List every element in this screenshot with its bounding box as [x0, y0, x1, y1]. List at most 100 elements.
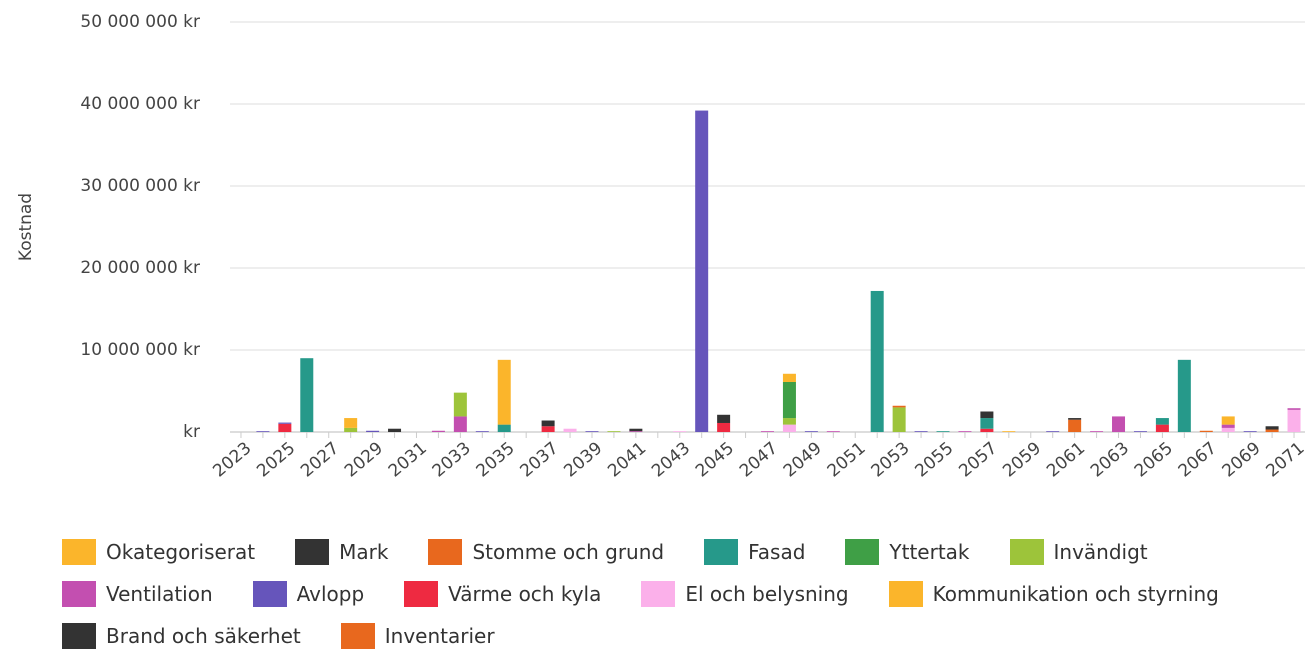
- bar-segment: [1112, 416, 1126, 432]
- bar-segment: [1221, 416, 1235, 425]
- bar-segment: [717, 422, 731, 432]
- x-tick-label: 2049: [780, 438, 826, 481]
- x-tick-label: 2051: [824, 438, 870, 481]
- bar-segment: [892, 405, 906, 408]
- bar-segment: [980, 418, 994, 429]
- bar-segment: [431, 430, 445, 432]
- legend-label: Avlopp: [296, 582, 365, 606]
- x-tick-label: 2071: [1262, 438, 1308, 481]
- bar-segment: [1046, 431, 1060, 432]
- bar-segment: [1265, 426, 1279, 430]
- legend-swatch: [62, 623, 96, 649]
- legend-item: El och belysning: [641, 580, 849, 608]
- legend-label: Invändigt: [1053, 540, 1148, 564]
- bar-segment: [1287, 408, 1301, 410]
- bar-segment: [629, 431, 643, 432]
- legend-swatch: [62, 581, 96, 607]
- legend-swatch: [340, 623, 375, 649]
- legend-swatch: [641, 581, 676, 607]
- legend-swatch: [704, 539, 739, 565]
- legend-label: Ventilation: [106, 582, 213, 606]
- x-tick-label: 2065: [1131, 438, 1177, 481]
- y-tick-label: kr: [183, 422, 200, 442]
- bar-segment: [1243, 431, 1257, 432]
- bar-segment: [1068, 419, 1082, 432]
- bar-segment: [1002, 431, 1016, 432]
- x-tick-label: 2057: [955, 438, 1001, 481]
- bar-segment: [629, 428, 643, 432]
- legend-swatch: [62, 539, 96, 565]
- legend-label: Okategoriserat: [106, 540, 256, 564]
- bar-segment: [1133, 431, 1147, 432]
- bar-segment: [256, 431, 270, 432]
- y-tick-label: 10 000 000 kr: [80, 340, 200, 360]
- x-tick-label: 2043: [648, 438, 694, 481]
- y-tick-label: 20 000 000 kr: [80, 258, 200, 278]
- bar-segment: [673, 431, 687, 432]
- x-tick-label: 2067: [1175, 438, 1221, 481]
- x-tick-label: 2045: [692, 438, 738, 481]
- legend-item: Okategoriserat: [62, 538, 255, 566]
- bar-segment: [475, 431, 489, 432]
- bar-segment: [870, 290, 884, 432]
- bar-segment: [300, 358, 314, 432]
- legend-label: Kommunikation och styrning: [932, 582, 1219, 606]
- bar-segment: [541, 426, 555, 432]
- bar-segment: [453, 392, 467, 417]
- bar-segment: [717, 414, 731, 423]
- x-tick-label: 2059: [999, 438, 1045, 481]
- legend-item: Mark: [295, 538, 388, 566]
- legend-item: Ventilation: [62, 580, 213, 608]
- bar-segment: [1221, 424, 1235, 428]
- bar-segment: [541, 420, 555, 427]
- bar-segment: [563, 428, 577, 432]
- y-axis-title: Kostnad: [16, 193, 36, 261]
- y-tick-label: 40 000 000 kr: [80, 94, 200, 114]
- bar-segment: [826, 431, 840, 432]
- legend-swatch: [428, 539, 463, 565]
- legend-label: Mark: [339, 540, 389, 564]
- y-tick-label: 50 000 000 kr: [80, 12, 200, 32]
- legend-label: Stomme och grund: [472, 540, 665, 564]
- x-tick-label: 2027: [297, 438, 343, 481]
- legend-item: Kommunikation och styrning: [888, 580, 1219, 608]
- legend: Okategoriserat Mark Stomme och grund Fasad Y…: [62, 538, 1302, 650]
- bar-segment: [892, 407, 906, 432]
- x-tick-label: 2031: [385, 438, 431, 481]
- bar-segment: [1221, 427, 1235, 432]
- legend-swatch: [888, 581, 923, 607]
- bar-segment: [804, 431, 818, 432]
- x-tick-label: 2039: [560, 438, 606, 481]
- x-tick-label: 2047: [736, 438, 782, 481]
- legend-swatch: [295, 539, 330, 565]
- bar-segment: [1090, 431, 1104, 432]
- legend-label: Yttertak: [889, 540, 970, 564]
- bar-segment: [1199, 430, 1213, 432]
- bar-segment: [782, 418, 796, 425]
- bar-segment: [1068, 418, 1082, 420]
- legend-label: Brand och säkerhet: [106, 624, 301, 648]
- bar-segment: [1155, 418, 1169, 425]
- legend-item: Stomme och grund: [428, 538, 664, 566]
- bar-segment: [782, 381, 796, 419]
- legend-swatch: [252, 581, 287, 607]
- bar-segment: [585, 431, 599, 432]
- legend-item: Värme och kyla: [404, 580, 601, 608]
- bar-segment: [497, 359, 511, 425]
- bar-segment: [1155, 424, 1169, 432]
- bar-segment: [278, 422, 292, 424]
- x-tick-label: 2023: [209, 438, 255, 481]
- x-tick-label: 2041: [604, 438, 650, 481]
- bar-segment: [453, 416, 467, 432]
- x-tick-label: 2029: [341, 438, 387, 481]
- bar-segment: [278, 423, 292, 432]
- legend-item: Invändigt: [1009, 538, 1148, 566]
- bar-segment: [695, 110, 709, 432]
- x-tick-label: 2055: [911, 438, 957, 481]
- x-tick-label: 2037: [517, 438, 563, 481]
- bar-segment: [1177, 359, 1191, 432]
- bar-segment: [936, 431, 950, 432]
- legend-swatch: [845, 539, 880, 565]
- legend-swatch: [1009, 539, 1044, 565]
